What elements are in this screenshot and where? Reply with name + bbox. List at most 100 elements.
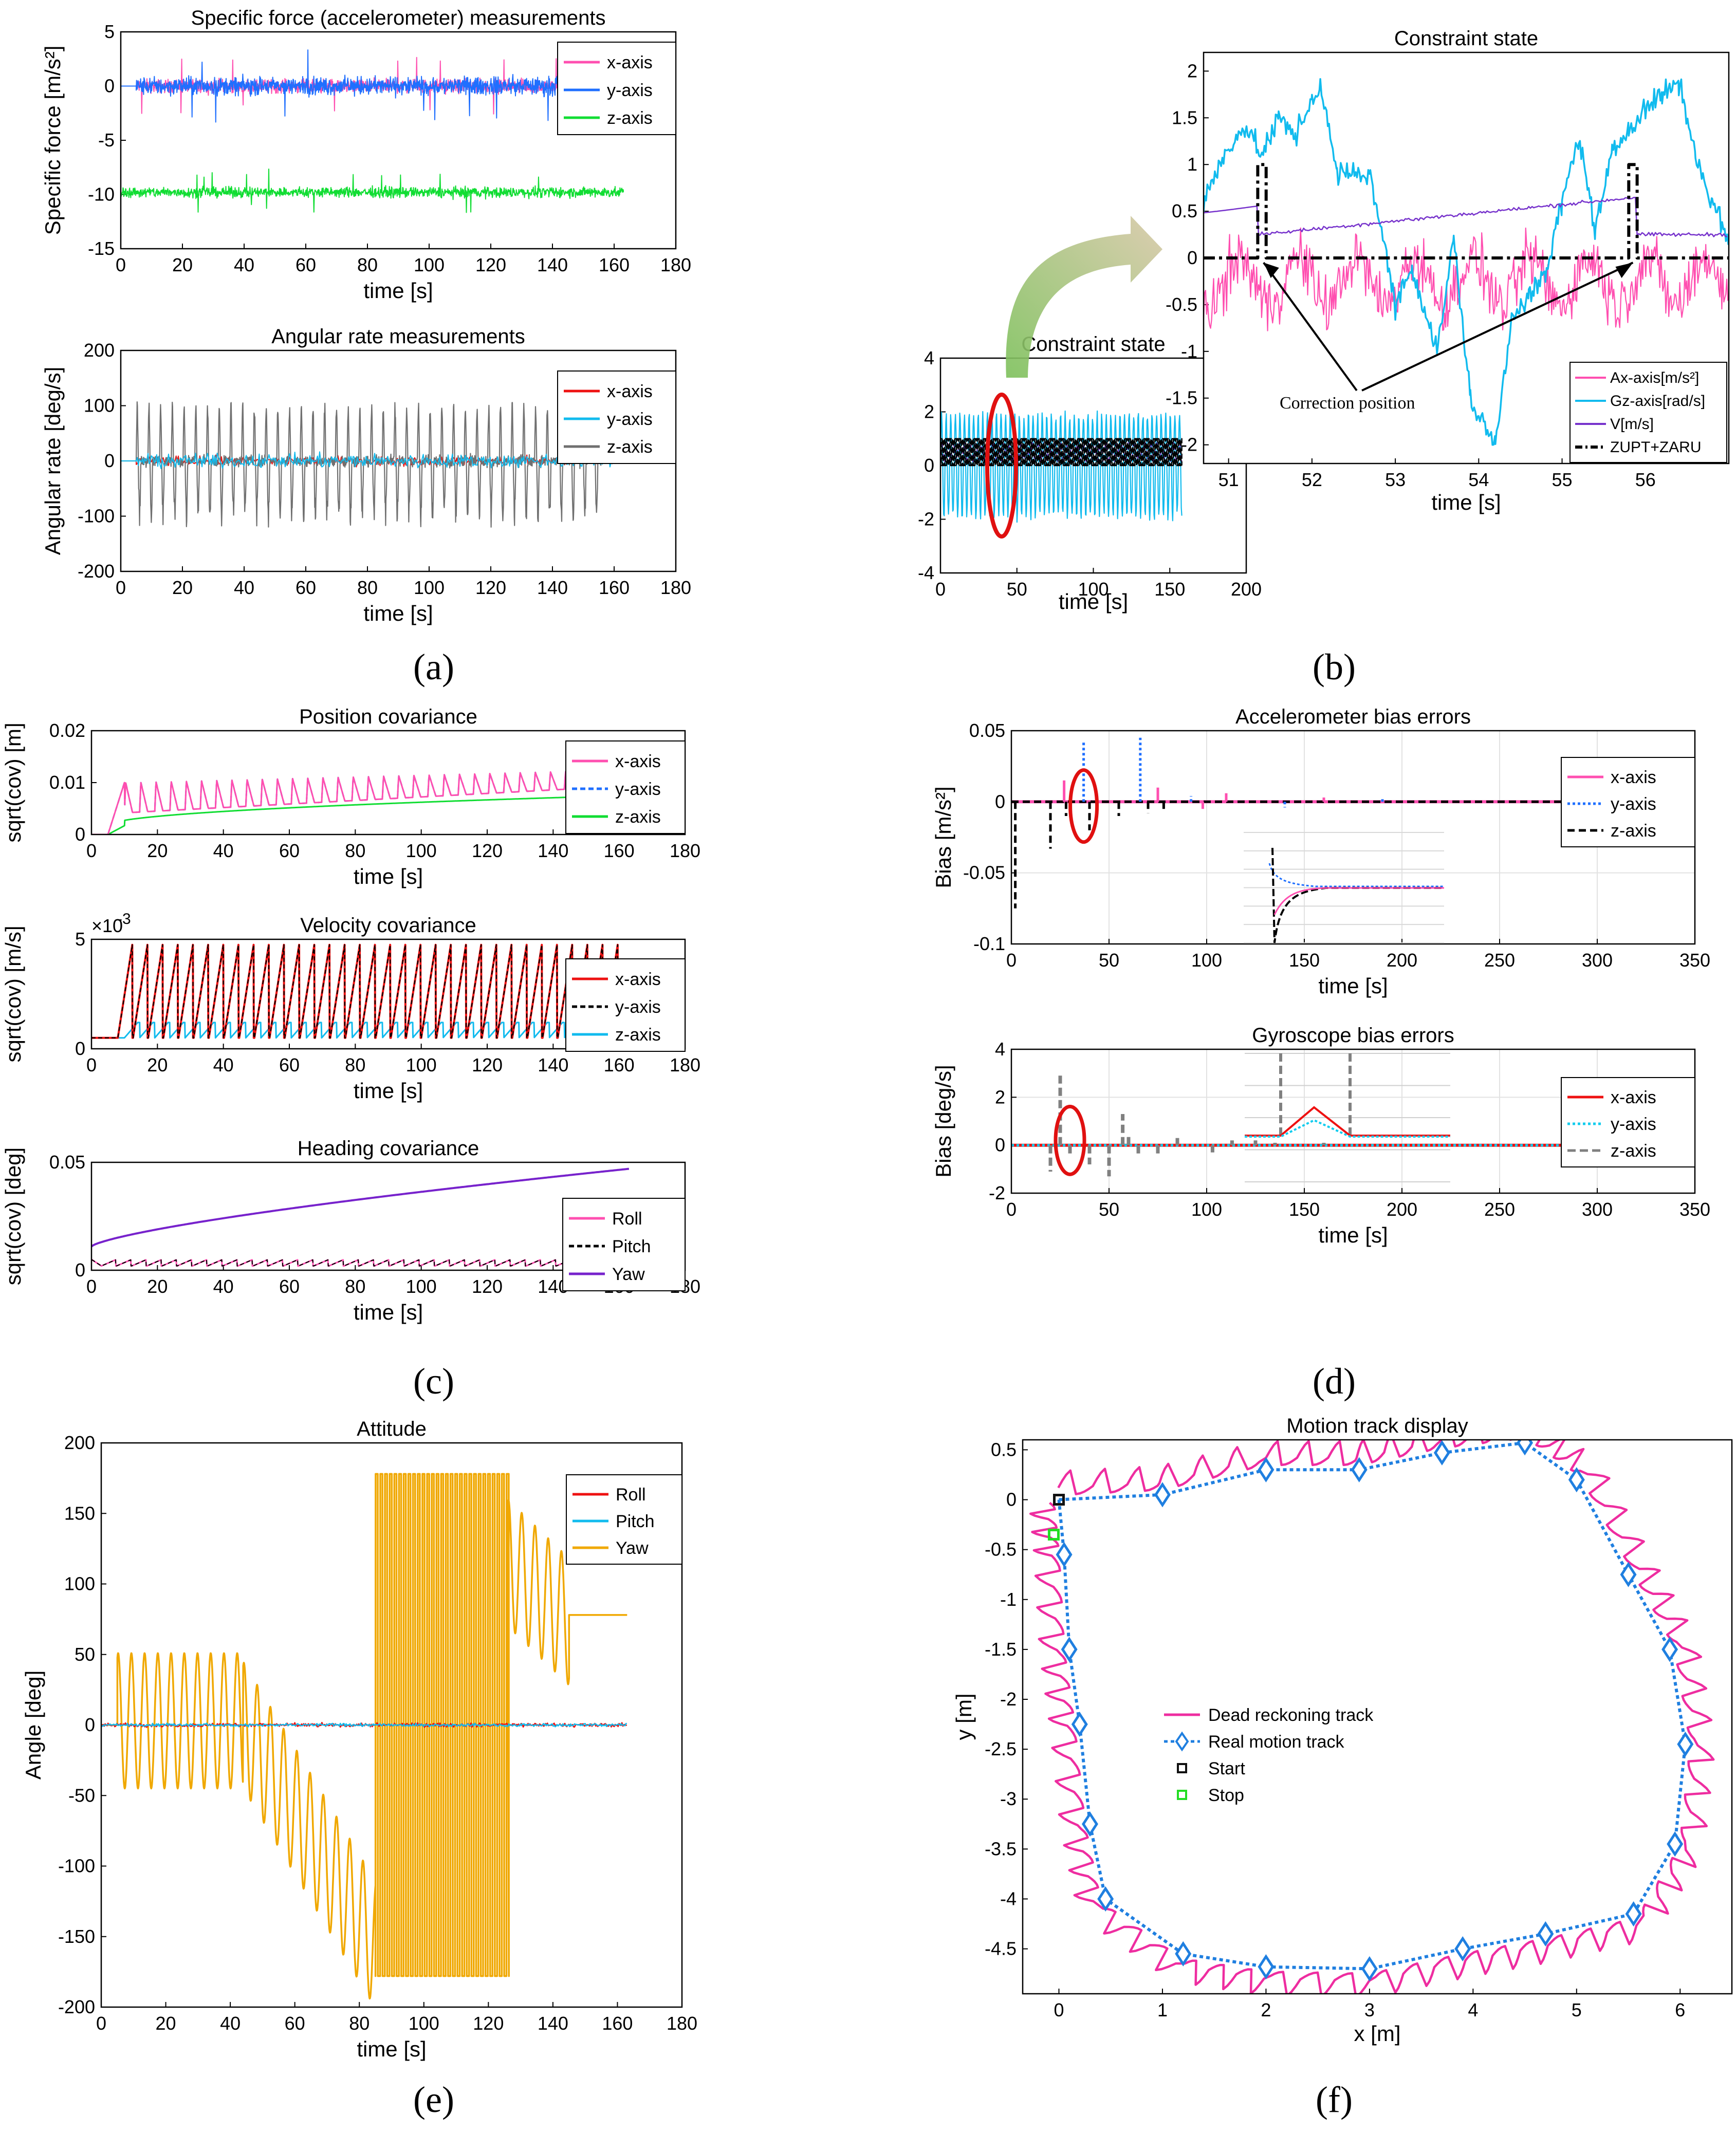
y-tick-label: 0.5 xyxy=(1172,200,1197,221)
legend-label: y-axis xyxy=(1611,794,1656,814)
legend-box xyxy=(1561,1077,1695,1167)
plot-series xyxy=(121,401,623,528)
annotation-arrow-right xyxy=(1361,262,1634,392)
y-tick-label: 5 xyxy=(104,21,115,42)
y-tick-label: 0 xyxy=(995,1135,1005,1156)
x-tick-label: 20 xyxy=(172,254,193,275)
x-tick-label: 150 xyxy=(1289,1199,1320,1220)
chart-title: Constraint state xyxy=(1021,333,1165,356)
x-tick-label: 80 xyxy=(349,2013,370,2034)
y-tick-label: 0 xyxy=(75,1259,85,1281)
chart-title: Heading covariance xyxy=(298,1137,479,1160)
track-marker xyxy=(1175,1941,1192,1967)
x-tick-label: 200 xyxy=(1387,950,1417,971)
series-line-Yaw xyxy=(101,1473,627,2000)
x-tick-label: 160 xyxy=(599,577,630,598)
legend-label: z-axis xyxy=(607,437,653,457)
x-tick-label: 120 xyxy=(472,840,503,861)
series-line-y-axis xyxy=(121,49,568,123)
x-tick-label: 160 xyxy=(602,2013,633,2034)
x-tick-label: 40 xyxy=(220,2013,241,2034)
y-tick-label: -1 xyxy=(1181,341,1197,362)
y-tick-label: 0 xyxy=(1187,247,1197,268)
x-tick-label: 20 xyxy=(147,840,168,861)
chart-title: Gyroscope bias errors xyxy=(1252,1024,1454,1047)
highlight-ellipse xyxy=(1054,1104,1086,1176)
y-tick-label: 200 xyxy=(84,340,115,361)
x-tick-label: 180 xyxy=(660,577,691,598)
series-line-Yaw xyxy=(91,1167,630,1248)
track-marker xyxy=(1454,1936,1471,1962)
legend-label: z-axis xyxy=(615,807,661,827)
x-tick-label: 60 xyxy=(296,254,316,275)
x-tick-label: 100 xyxy=(1078,579,1109,600)
annotation-arrow-left xyxy=(1263,262,1358,392)
legend-box xyxy=(1561,757,1695,847)
series-line-x-axis xyxy=(91,771,574,834)
legend-swatch-stop xyxy=(1177,1790,1187,1800)
plot-series xyxy=(91,1167,630,1267)
chart-d1: 0 50 100 150 200 250 300 350 0.05 0 -0.05 -0.1 Accel… xyxy=(931,706,1710,998)
inset-z xyxy=(1271,847,1444,943)
x-tick-label: 160 xyxy=(604,840,635,861)
legend-label: Real motion track xyxy=(1208,1732,1345,1752)
y-axis-label: Specific force [m/s²] xyxy=(41,46,65,235)
x-tick-label: 100 xyxy=(1191,950,1222,971)
x-axis-label: time [s] xyxy=(354,1079,423,1103)
y-axis-label: sqrt(cov) [deg] xyxy=(1,1147,25,1285)
y-tick-label: 0 xyxy=(85,1714,95,1735)
x-tick-label: 50 xyxy=(1099,950,1119,971)
arrow-head xyxy=(1615,263,1633,279)
plot-series xyxy=(91,771,574,834)
x-tick-label: 6 xyxy=(1675,1999,1685,2020)
chart-title: Constraint state xyxy=(1394,27,1538,50)
track-marker xyxy=(1568,1467,1585,1493)
legend-label: z-axis xyxy=(607,108,653,128)
legend-label: y-axis xyxy=(615,997,661,1017)
x-tick-label: 120 xyxy=(472,1054,503,1075)
y-tick-label: 200 xyxy=(64,1432,95,1453)
x-tick-label: 20 xyxy=(156,2013,176,2034)
track-marker xyxy=(1097,1886,1114,1912)
x-tick-label: 180 xyxy=(660,254,691,275)
legend-label: x-axis xyxy=(615,752,661,771)
legend-label: y-axis xyxy=(615,780,661,799)
legend-label: x-axis xyxy=(1611,768,1656,787)
y-tick-label: 0.5 xyxy=(991,1439,1017,1460)
y-tick-label: -1.5 xyxy=(985,1639,1017,1660)
legend-label: x-axis xyxy=(607,53,653,72)
y-axis-label: Angle [deg] xyxy=(21,1671,45,1780)
x-tick-label: 60 xyxy=(279,1276,300,1297)
legend: Ax-axis[m/s²] Gz-axis[rad/s] V[m/s] ZUPT+ZA… xyxy=(1569,362,1727,463)
series-line-z xyxy=(91,1022,574,1039)
legend-label: Gz-axis[rad/s] xyxy=(1610,393,1705,410)
inset-y xyxy=(1268,863,1444,887)
track-marker xyxy=(1625,1901,1642,1927)
x-tick-label: 180 xyxy=(667,2013,697,2034)
multiplier: ×10 xyxy=(91,915,123,936)
track-marker xyxy=(1667,1831,1684,1857)
chart-title: Angular rate measurements xyxy=(271,325,525,348)
chart-title: Motion track display xyxy=(1286,1415,1468,1437)
legend-label: Start xyxy=(1208,1759,1245,1778)
x-tick-label: 150 xyxy=(1289,950,1320,971)
track-marker xyxy=(1517,1440,1534,1456)
y-tick-label: 0 xyxy=(924,455,934,476)
x-tick-label: 0 xyxy=(96,2013,106,2034)
legend: Roll Pitch Yaw xyxy=(562,1198,686,1291)
y-tick-label: -4 xyxy=(1000,1888,1017,1909)
x-tick-label: 0 xyxy=(1054,1999,1064,2020)
x-tick-label: 100 xyxy=(406,1054,437,1075)
chart-c1: 0 20 40 60 80 100 120 140 160 180 0.02 0.01 0 Positio… xyxy=(1,706,700,888)
y-tick-label: -5 xyxy=(98,129,115,151)
x-tick-label: 20 xyxy=(172,577,193,598)
panel-label-a: (a) xyxy=(413,646,454,688)
axes-frame xyxy=(1022,1439,1733,1995)
start-marker xyxy=(1053,1494,1065,1506)
y-tick-label: 0 xyxy=(75,824,85,845)
series-line-Pitch xyxy=(91,1259,617,1267)
x-axis-label: time [s] xyxy=(354,864,423,888)
inset-y xyxy=(1245,1119,1450,1138)
series-line-y-axis xyxy=(121,451,623,469)
series-line-z-axis xyxy=(121,169,624,213)
